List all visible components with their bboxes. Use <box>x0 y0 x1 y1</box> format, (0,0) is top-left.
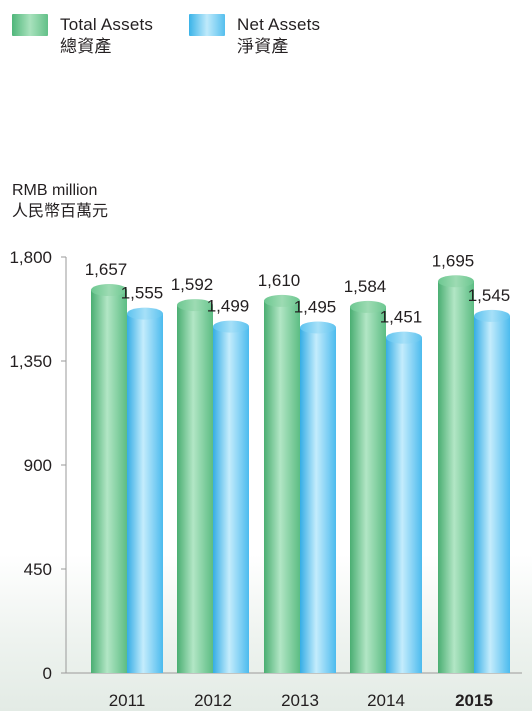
bar-net-assets-2015 <box>474 309 510 673</box>
bar-body <box>264 300 300 673</box>
bar-body <box>177 305 213 673</box>
y-tick-label: 1,800 <box>9 248 52 267</box>
bar-net-assets-2013 <box>300 321 336 673</box>
bar-cap <box>213 320 249 333</box>
bar-cap <box>350 300 386 313</box>
legend-swatch-net-assets <box>189 14 225 36</box>
legend-label-total-assets: Total Assets <box>60 15 154 34</box>
bar-cap <box>474 309 510 322</box>
y-tick-label: 450 <box>24 560 52 579</box>
bar-net-assets-2011 <box>127 307 163 673</box>
bar-net-assets-2012 <box>213 320 249 673</box>
data-label-net-assets-2013: 1,495 <box>294 297 337 316</box>
y-axis-unit: RMB million 人民幣百萬元 <box>12 180 108 222</box>
x-tick-label-2015: 2015 <box>455 691 493 710</box>
bar-body <box>213 326 249 673</box>
bar-cap <box>438 275 474 288</box>
bar-body <box>91 290 127 673</box>
bar-total-assets-2011 <box>91 284 127 673</box>
legend-label-total-assets-zh: 總資產 <box>60 37 112 56</box>
bar-total-assets-2013 <box>264 294 300 673</box>
legend-item-net-assets: Net Assets 淨資產 <box>189 14 320 57</box>
bar-body <box>474 315 510 673</box>
data-label-total-assets-2013: 1,610 <box>258 271 301 290</box>
bar-total-assets-2014 <box>350 300 386 673</box>
bar-net-assets-2014 <box>386 331 422 673</box>
y-tick-label: 900 <box>24 456 52 475</box>
bar-cap <box>177 299 213 312</box>
y-tick-label: 0 <box>43 664 52 683</box>
bar-body <box>300 327 336 673</box>
data-label-net-assets-2015: 1,545 <box>468 286 511 305</box>
bar-body <box>127 313 163 673</box>
data-label-total-assets-2015: 1,695 <box>432 251 475 270</box>
data-label-total-assets-2012: 1,592 <box>171 275 214 294</box>
x-tick-label-2014: 2014 <box>367 691 405 710</box>
bar-body <box>386 337 422 673</box>
y-axis-unit-en: RMB million <box>12 182 98 199</box>
bar-total-assets-2012 <box>177 299 213 673</box>
legend-item-total-assets: Total Assets 總資產 <box>12 14 153 57</box>
data-label-net-assets-2011: 1,555 <box>121 284 164 303</box>
y-axis-unit-zh: 人民幣百萬元 <box>12 203 109 220</box>
data-label-net-assets-2012: 1,499 <box>207 297 250 316</box>
legend-label-net-assets-zh: 淨資產 <box>237 37 289 56</box>
x-tick-label-2012: 2012 <box>194 691 232 710</box>
bar-cap <box>264 294 300 307</box>
data-label-net-assets-2014: 1,451 <box>380 308 423 327</box>
data-label-total-assets-2014: 1,584 <box>344 277 387 296</box>
x-tick-label-2011: 2011 <box>109 691 146 710</box>
bar-cap <box>386 331 422 344</box>
x-tick-label-2013: 2013 <box>281 691 319 710</box>
bar-cap <box>300 321 336 334</box>
data-label-total-assets-2011: 1,657 <box>85 260 128 279</box>
legend-swatch-total-assets <box>12 14 48 36</box>
bar-body <box>438 281 474 673</box>
bar-cap <box>127 307 163 320</box>
bar-body <box>350 306 386 673</box>
bar-total-assets-2015 <box>438 275 474 673</box>
bar-cap <box>91 284 127 297</box>
legend-label-net-assets: Net Assets <box>237 15 321 34</box>
y-tick-label: 1,350 <box>9 352 52 371</box>
